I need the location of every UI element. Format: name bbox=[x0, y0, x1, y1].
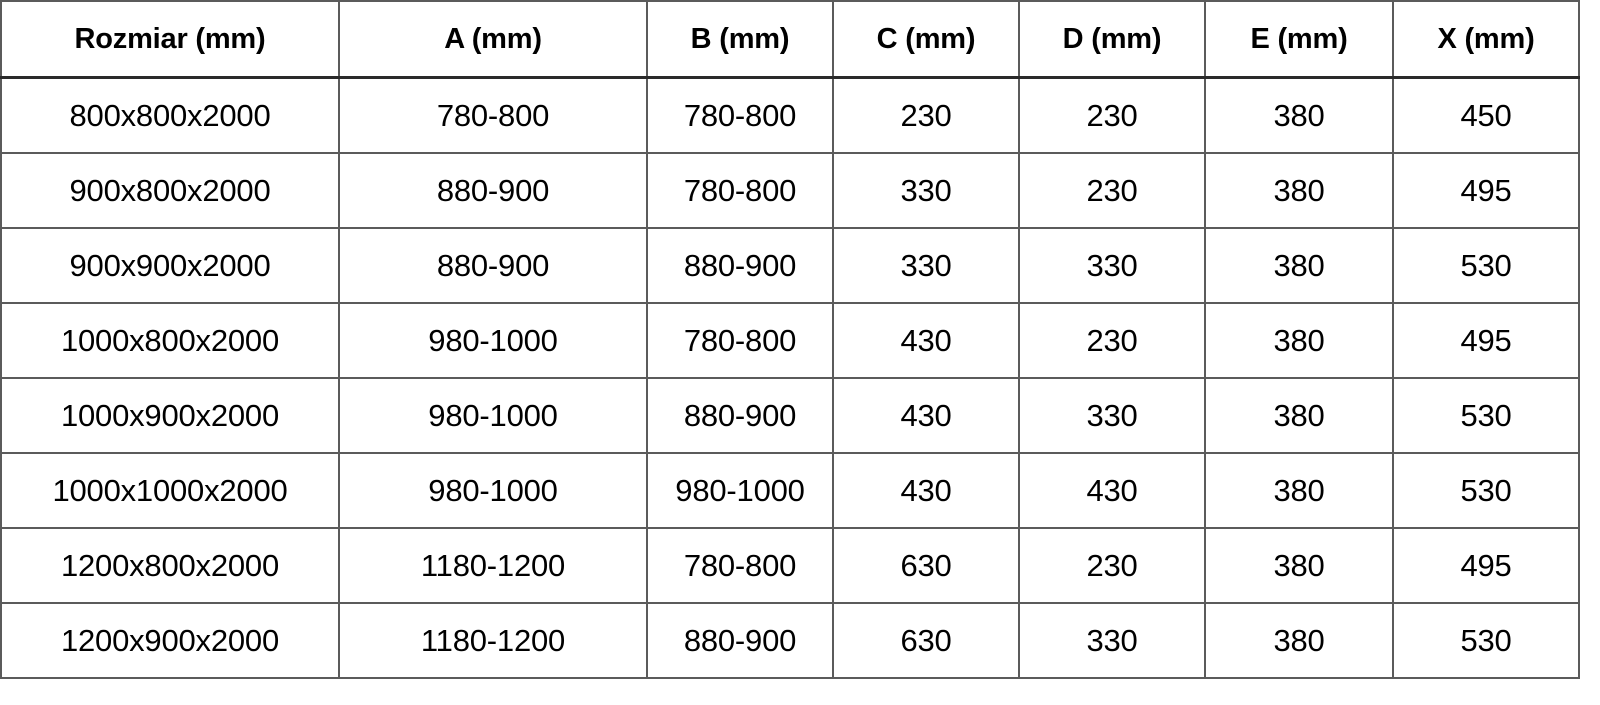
cell-e: 380 bbox=[1204, 227, 1394, 304]
cell-x: 530 bbox=[1392, 377, 1580, 454]
cell-size: 1000x900x2000 bbox=[0, 377, 340, 454]
cell-d: 230 bbox=[1018, 77, 1206, 154]
cell-a: 880-900 bbox=[338, 152, 648, 229]
column-header-d: D (mm) bbox=[1018, 0, 1206, 79]
cell-x: 450 bbox=[1392, 77, 1580, 154]
table-body: 800x800x2000 780-800 780-800 230 230 380… bbox=[0, 77, 1580, 679]
cell-size: 800x800x2000 bbox=[0, 77, 340, 154]
table-row: 800x800x2000 780-800 780-800 230 230 380… bbox=[0, 77, 1580, 154]
cell-b: 780-800 bbox=[646, 527, 834, 604]
cell-e: 380 bbox=[1204, 527, 1394, 604]
table-header: Rozmiar (mm) A (mm) B (mm) C (mm) D (mm)… bbox=[0, 0, 1580, 79]
cell-x: 495 bbox=[1392, 152, 1580, 229]
column-header-a: A (mm) bbox=[338, 0, 648, 79]
cell-c: 630 bbox=[832, 602, 1020, 679]
cell-c: 430 bbox=[832, 452, 1020, 529]
table-row: 1000x900x2000 980-1000 880-900 430 330 3… bbox=[0, 377, 1580, 454]
column-header-b: B (mm) bbox=[646, 0, 834, 79]
cell-d: 230 bbox=[1018, 527, 1206, 604]
table-header-row: Rozmiar (mm) A (mm) B (mm) C (mm) D (mm)… bbox=[0, 0, 1580, 79]
table-row: 1200x800x2000 1180-1200 780-800 630 230 … bbox=[0, 527, 1580, 604]
cell-d: 330 bbox=[1018, 377, 1206, 454]
cell-c: 330 bbox=[832, 227, 1020, 304]
cell-c: 430 bbox=[832, 302, 1020, 379]
cell-x: 495 bbox=[1392, 302, 1580, 379]
cell-size: 1200x800x2000 bbox=[0, 527, 340, 604]
cell-b: 880-900 bbox=[646, 377, 834, 454]
dimensions-specification-table: Rozmiar (mm) A (mm) B (mm) C (mm) D (mm)… bbox=[0, 0, 1580, 679]
cell-c: 630 bbox=[832, 527, 1020, 604]
cell-d: 230 bbox=[1018, 152, 1206, 229]
cell-d: 430 bbox=[1018, 452, 1206, 529]
cell-size: 900x800x2000 bbox=[0, 152, 340, 229]
column-header-x: X (mm) bbox=[1392, 0, 1580, 79]
column-header-c: C (mm) bbox=[832, 0, 1020, 79]
cell-a: 1180-1200 bbox=[338, 527, 648, 604]
cell-c: 330 bbox=[832, 152, 1020, 229]
cell-e: 380 bbox=[1204, 77, 1394, 154]
cell-b: 780-800 bbox=[646, 152, 834, 229]
cell-e: 380 bbox=[1204, 452, 1394, 529]
cell-e: 380 bbox=[1204, 377, 1394, 454]
cell-size: 1000x800x2000 bbox=[0, 302, 340, 379]
table-row: 1200x900x2000 1180-1200 880-900 630 330 … bbox=[0, 602, 1580, 679]
cell-b: 780-800 bbox=[646, 302, 834, 379]
cell-e: 380 bbox=[1204, 602, 1394, 679]
cell-x: 530 bbox=[1392, 602, 1580, 679]
cell-a: 1180-1200 bbox=[338, 602, 648, 679]
cell-x: 530 bbox=[1392, 452, 1580, 529]
cell-size: 1000x1000x2000 bbox=[0, 452, 340, 529]
cell-c: 230 bbox=[832, 77, 1020, 154]
column-header-size: Rozmiar (mm) bbox=[0, 0, 340, 79]
cell-c: 430 bbox=[832, 377, 1020, 454]
cell-size: 900x900x2000 bbox=[0, 227, 340, 304]
cell-size: 1200x900x2000 bbox=[0, 602, 340, 679]
cell-b: 780-800 bbox=[646, 77, 834, 154]
table-row: 900x800x2000 880-900 780-800 330 230 380… bbox=[0, 152, 1580, 229]
cell-a: 980-1000 bbox=[338, 302, 648, 379]
cell-b: 880-900 bbox=[646, 602, 834, 679]
cell-x: 495 bbox=[1392, 527, 1580, 604]
cell-e: 380 bbox=[1204, 302, 1394, 379]
cell-b: 880-900 bbox=[646, 227, 834, 304]
table-row: 1000x800x2000 980-1000 780-800 430 230 3… bbox=[0, 302, 1580, 379]
cell-e: 380 bbox=[1204, 152, 1394, 229]
cell-d: 330 bbox=[1018, 602, 1206, 679]
cell-a: 980-1000 bbox=[338, 377, 648, 454]
cell-x: 530 bbox=[1392, 227, 1580, 304]
table-row: 1000x1000x2000 980-1000 980-1000 430 430… bbox=[0, 452, 1580, 529]
table-row: 900x900x2000 880-900 880-900 330 330 380… bbox=[0, 227, 1580, 304]
cell-a: 880-900 bbox=[338, 227, 648, 304]
column-header-e: E (mm) bbox=[1204, 0, 1394, 79]
cell-d: 330 bbox=[1018, 227, 1206, 304]
cell-d: 230 bbox=[1018, 302, 1206, 379]
cell-a: 980-1000 bbox=[338, 452, 648, 529]
cell-b: 980-1000 bbox=[646, 452, 834, 529]
cell-a: 780-800 bbox=[338, 77, 648, 154]
